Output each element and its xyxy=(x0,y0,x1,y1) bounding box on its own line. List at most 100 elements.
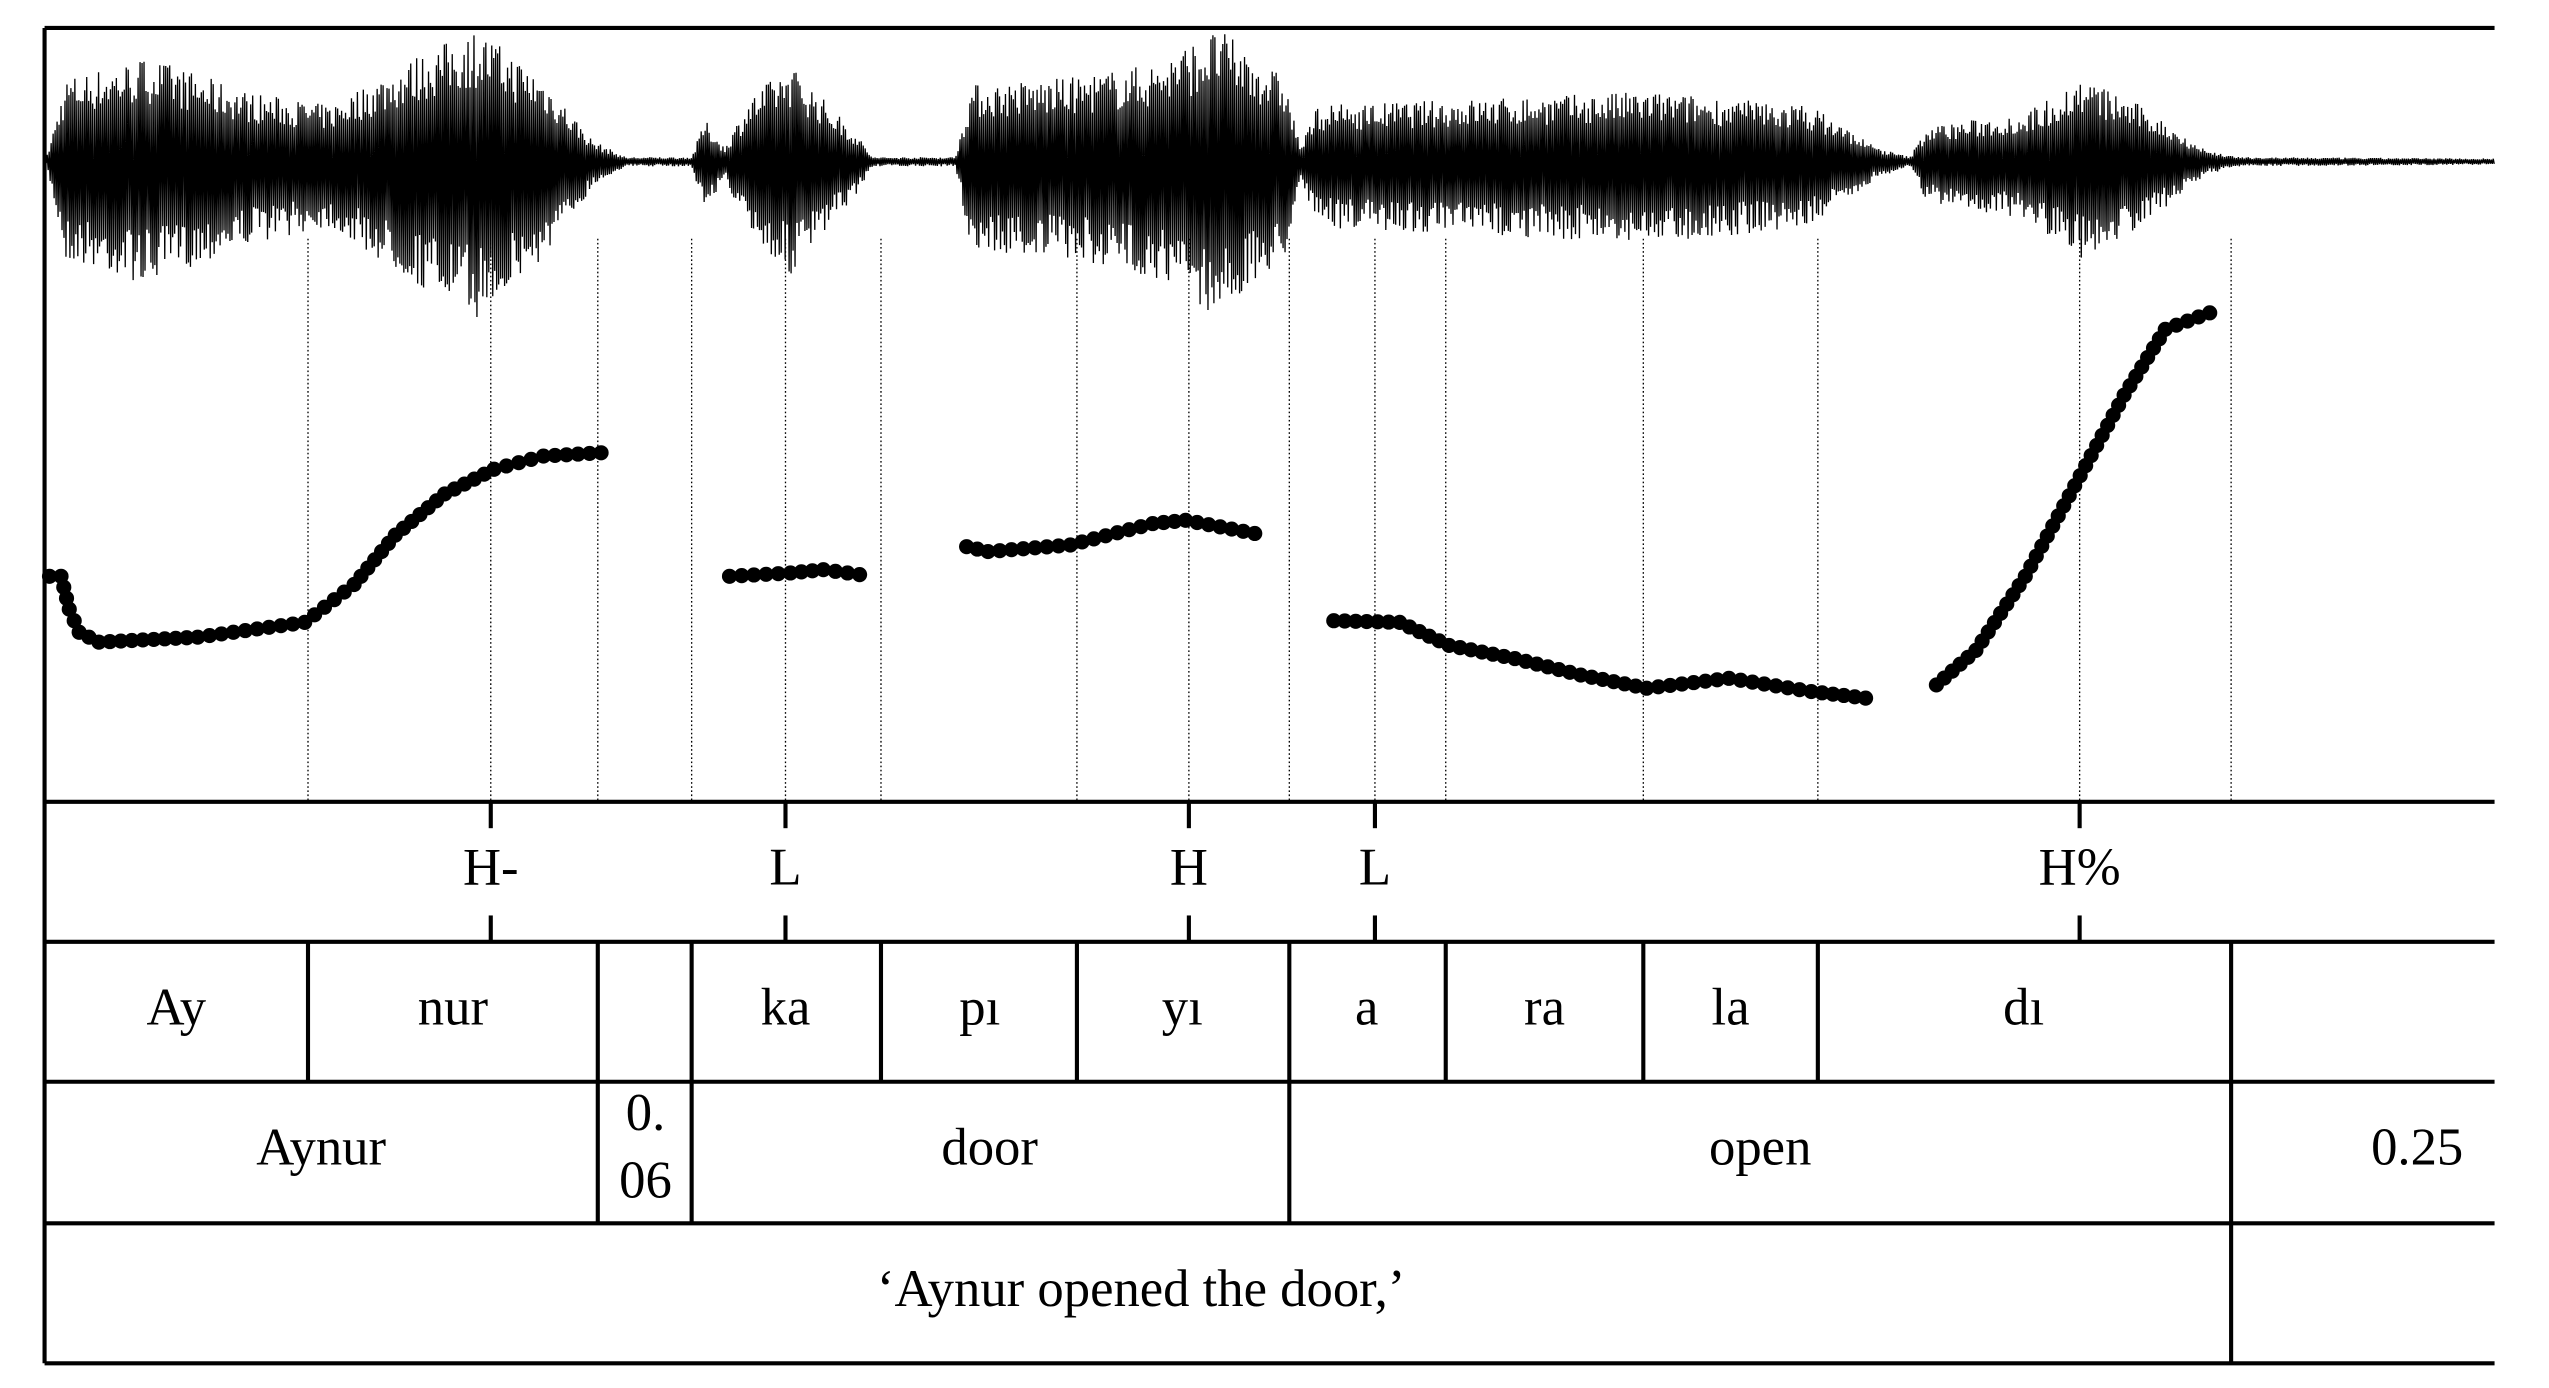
pitch-point xyxy=(124,632,140,649)
pitch-point xyxy=(202,627,218,644)
syllable-label: pı xyxy=(959,979,1000,1037)
pitch-point xyxy=(168,630,184,646)
pitch-point xyxy=(157,631,173,647)
pitch-point xyxy=(135,632,151,648)
pitch-point xyxy=(1156,514,1172,531)
word-label: door xyxy=(941,1119,1038,1177)
pitch-point xyxy=(1050,538,1067,554)
pitch-point xyxy=(1744,674,1761,690)
pitch-point xyxy=(1686,675,1702,691)
pitch-point xyxy=(61,601,77,617)
syllable-label: nur xyxy=(418,979,489,1037)
syllable-label: ka xyxy=(761,979,811,1037)
tone-label: H% xyxy=(2039,839,2121,897)
tone-label: L xyxy=(769,839,801,897)
pitch-point xyxy=(804,563,820,579)
pitch-point xyxy=(1756,676,1772,692)
waveform xyxy=(45,34,2495,317)
pitch-point xyxy=(734,568,750,584)
pitch-point xyxy=(1062,537,1078,553)
pitch-point xyxy=(1780,680,1796,696)
pitch-point xyxy=(249,621,265,637)
pitch-point xyxy=(1326,613,1342,629)
pitch-point xyxy=(1133,519,1149,535)
pitch-point xyxy=(793,564,809,580)
pitch-point xyxy=(980,544,996,560)
pitch-point xyxy=(758,566,774,582)
pitch-point xyxy=(1145,516,1161,532)
pitch-point xyxy=(285,616,301,632)
pitch-point xyxy=(770,566,786,582)
pitch-point xyxy=(486,461,502,477)
pitch-point xyxy=(1337,613,1353,629)
pitch-point xyxy=(1721,670,1737,686)
pitch-point xyxy=(498,458,514,474)
pitch-point xyxy=(102,634,118,650)
tone-label: H xyxy=(1170,839,1208,897)
pause-label: 06 xyxy=(619,1152,672,1210)
pitch-point xyxy=(1733,672,1749,688)
pitch-point xyxy=(535,448,552,464)
pitch-point xyxy=(113,633,129,649)
pitch-point xyxy=(1189,514,1205,531)
pitch-point xyxy=(1212,519,1228,535)
pitch-point xyxy=(66,613,82,629)
pitch-point xyxy=(1697,673,1713,689)
waveform-trace xyxy=(45,34,2495,317)
pitch-point xyxy=(523,451,539,467)
pitch-point xyxy=(225,624,241,640)
pitch-point xyxy=(511,455,527,471)
pitch-point xyxy=(1167,513,1183,529)
pitch-point xyxy=(547,447,563,463)
pitch-track xyxy=(41,305,2218,706)
word-label: open xyxy=(1709,1119,1811,1177)
pitch-point xyxy=(852,567,868,583)
pitch-point xyxy=(2202,305,2218,321)
pitch-point xyxy=(1235,523,1251,539)
pitch-point xyxy=(1039,539,1055,555)
pitch-point xyxy=(1639,680,1655,696)
annotation-grid xyxy=(42,25,2495,1366)
pitch-point xyxy=(1121,522,1137,538)
syllable-label: a xyxy=(1355,979,1378,1037)
pitch-point xyxy=(1650,679,1666,695)
pitch-point xyxy=(1074,534,1090,550)
syllable-label: dı xyxy=(2003,979,2044,1037)
pitch-point xyxy=(593,445,609,461)
pitch-point xyxy=(1003,542,1020,558)
syllable-label: yı xyxy=(1162,979,1203,1037)
syllable-label: la xyxy=(1712,979,1750,1037)
pitch-point xyxy=(1086,531,1102,547)
pitch-point xyxy=(1768,678,1784,694)
guide-lines xyxy=(307,238,2232,802)
pitch-point xyxy=(1224,521,1240,537)
pitch-point xyxy=(1348,613,1364,629)
pitch-point xyxy=(1178,512,1194,528)
pitch-point xyxy=(179,630,195,646)
pitch-point xyxy=(1858,690,1874,706)
pitch-point xyxy=(273,618,289,634)
syllable-label: Ay xyxy=(147,979,207,1037)
pitch-point xyxy=(190,629,206,645)
pitch-point xyxy=(91,634,107,650)
syllable-label: ra xyxy=(1524,979,1565,1037)
pitch-point xyxy=(1359,613,1375,630)
pitch-point xyxy=(558,447,575,463)
pitch-point xyxy=(581,445,598,462)
pitch-point xyxy=(1709,672,1725,688)
pitch-point xyxy=(782,565,799,581)
pitch-point xyxy=(1370,614,1386,630)
pitch-point xyxy=(1791,682,1808,698)
pitch-point xyxy=(1381,614,1397,630)
pitch-point xyxy=(839,565,856,581)
word-label: Aynur xyxy=(256,1119,386,1177)
pitch-point xyxy=(1662,677,1678,693)
pitch-point xyxy=(261,619,277,635)
pitch-point xyxy=(237,623,253,639)
pitch-point xyxy=(570,446,586,462)
translation: ‘Aynur opened the door,’ xyxy=(877,1260,1405,1318)
pitch-point xyxy=(1015,541,1031,557)
